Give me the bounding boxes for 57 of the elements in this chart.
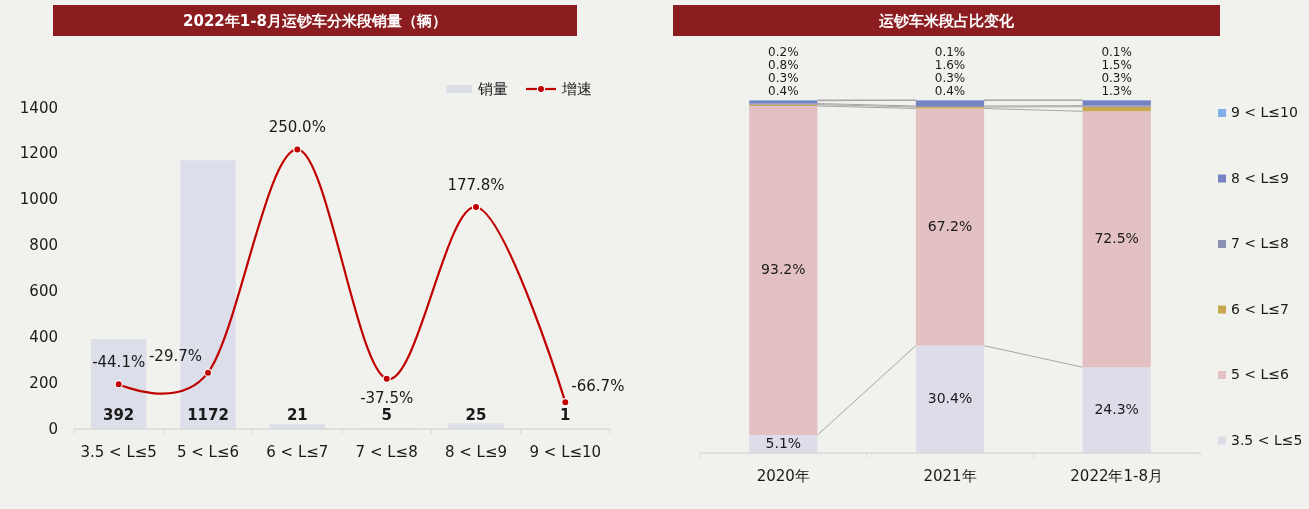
chart-title: 运钞车米段占比变化 [878, 12, 1015, 30]
data-label: 1.6% [934, 57, 966, 72]
data-label: 5 [381, 405, 392, 424]
data-label: 5.1% [765, 435, 802, 451]
y-tick-label: 1400 [19, 98, 58, 117]
y-tick-label: 800 [29, 236, 58, 255]
data-label: 250.0% [268, 117, 326, 136]
legend-label: 9 < L≤10 [1231, 104, 1298, 120]
x-tick-label: 9 < L≤10 [529, 442, 602, 461]
x-tick-label: 8 < L≤9 [444, 442, 508, 461]
data-label: 0.1% [934, 44, 966, 59]
data-label: 24.3% [1094, 401, 1139, 418]
chart-title: 2022年1-8月运钞车分米段销量（辆） [183, 12, 447, 30]
data-label: 0.3% [768, 70, 799, 85]
legend-label: 7 < L≤8 [1231, 235, 1289, 251]
legend-label: 3.5 < L≤5 [1231, 431, 1303, 448]
data-label: 72.5% [1094, 230, 1139, 247]
data-label: 0.8% [768, 57, 799, 72]
data-label: 1172 [187, 405, 229, 424]
y-tick-label: 600 [29, 281, 58, 300]
x-tick-label: 2021年 [923, 466, 977, 485]
y-tick-label: 0 [48, 419, 58, 438]
data-label: 1.5% [1101, 57, 1132, 72]
data-label: 1 [560, 405, 571, 424]
data-label: -37.5% [360, 389, 414, 408]
data-label: -44.1% [92, 352, 146, 371]
y-tick-label: 1000 [19, 190, 58, 209]
data-label: 0.4% [768, 83, 799, 98]
legend-label: 销量 [477, 79, 508, 98]
data-label: 67.2% [927, 218, 973, 235]
data-label: 93.2% [761, 261, 806, 278]
legend-label: 8 < L≤9 [1231, 169, 1289, 186]
data-label: 25 [465, 405, 487, 424]
data-label: 0.3% [934, 70, 966, 85]
data-label: 0.4% [934, 83, 966, 98]
x-tick-label: 3.5 < L≤5 [80, 442, 157, 461]
data-label: 0.1% [1101, 44, 1132, 59]
x-tick-label: 5 < L≤6 [176, 442, 240, 461]
x-tick-label: 2022年1-8月 [1070, 466, 1164, 485]
data-label: 21 [286, 405, 308, 424]
y-tick-label: 200 [29, 373, 58, 392]
data-label: -29.7% [148, 347, 202, 366]
x-tick-label: 6 < L≤7 [266, 442, 329, 461]
legend-label: 6 < L≤7 [1231, 300, 1289, 317]
y-tick-label: 1200 [19, 144, 58, 163]
legend-label: 5 < L≤6 [1231, 366, 1290, 382]
data-label: 177.8% [447, 175, 505, 194]
x-tick-label: 2020年 [756, 466, 810, 485]
data-label: 392 [103, 405, 135, 424]
data-label: -66.7% [571, 376, 625, 395]
data-label: 30.4% [927, 390, 973, 407]
y-tick-label: 400 [29, 327, 58, 346]
data-label: 0.3% [1101, 70, 1132, 85]
data-label: 0.2% [768, 44, 799, 59]
legend-label: 增速 [561, 79, 592, 98]
data-label: 1.3% [1101, 83, 1132, 98]
x-tick-label: 7 < L≤8 [355, 442, 418, 461]
